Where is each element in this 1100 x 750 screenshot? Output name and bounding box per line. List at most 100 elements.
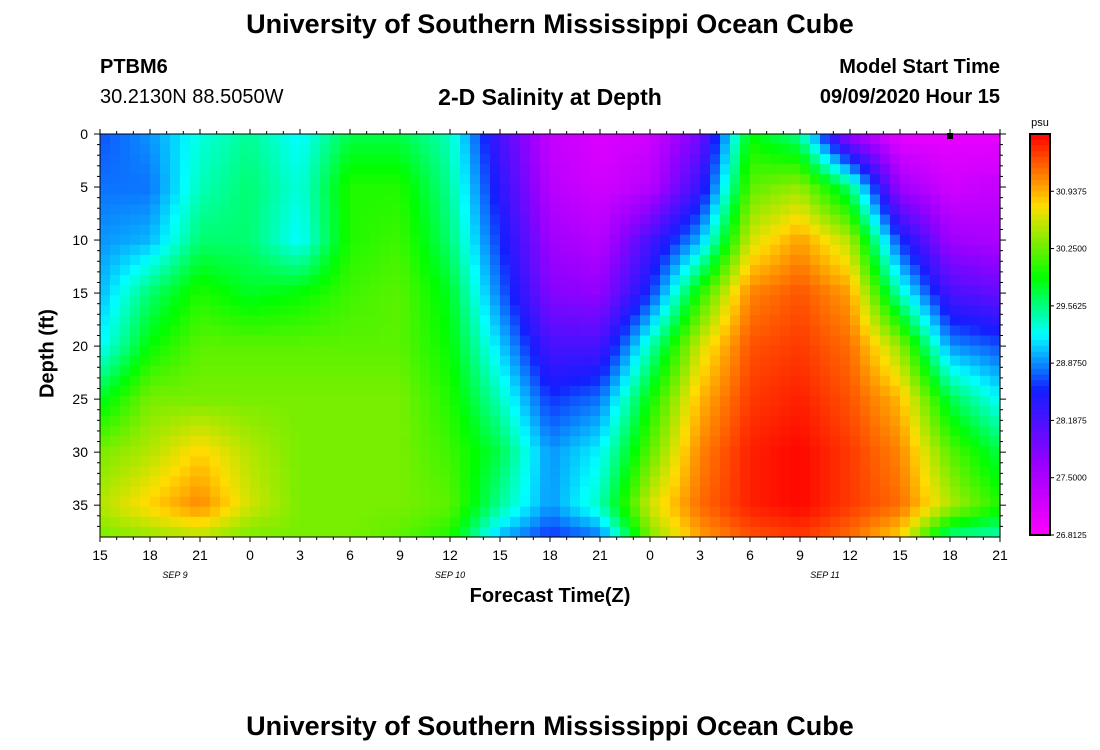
heatmap-cell [100,476,111,488]
heatmap-cell [930,234,941,246]
heatmap-cell [380,234,391,246]
heatmap-cell [400,295,411,306]
heatmap-cell [600,234,611,246]
heatmap-cell [130,446,141,457]
heatmap-cell [450,194,461,206]
heatmap-cell [300,305,311,316]
heatmap-cell [550,164,561,175]
heatmap-cell [110,335,121,347]
colorbar-swatch [1030,449,1050,456]
heatmap-cell [680,224,691,236]
heatmap-cell [350,244,361,256]
heatmap-cell [550,194,561,206]
heatmap-cell [760,275,771,286]
heatmap-cell [770,325,781,337]
heatmap-cell [390,345,401,357]
heatmap-cell [130,315,141,327]
heatmap-cell [710,174,721,185]
heatmap-cell [950,486,961,498]
heatmap-cell [410,496,421,508]
heatmap-cell [430,526,441,538]
heatmap-cell [700,375,711,387]
heatmap-cell [420,244,431,256]
heatmap-cell [700,466,711,478]
heatmap-cell [700,395,711,407]
heatmap-cell [780,436,791,447]
heatmap-cell [860,365,871,377]
heatmap-cell [960,486,971,498]
heatmap-cell [250,194,261,206]
heatmap-cell [490,154,501,165]
heatmap-cell [280,315,291,327]
heatmap-cell [240,244,251,256]
heatmap-cell [650,285,661,296]
heatmap-cell [670,295,681,306]
heatmap-cell [700,526,711,538]
heatmap-cell [770,254,781,266]
heatmap-cell [450,275,461,286]
heatmap-cell [230,134,241,145]
heatmap-cell [470,254,481,266]
heatmap-cell [690,365,701,377]
heatmap-cell [820,194,831,206]
heatmap-cell [930,305,941,316]
heatmap-cell [550,476,561,488]
heatmap-cell [180,214,191,226]
heatmap-cell [750,244,761,256]
heatmap-cell [840,406,851,417]
heatmap-cell [160,355,171,367]
heatmap-cell [880,506,891,518]
heatmap-cell [420,526,431,538]
heatmap-cell [680,496,691,508]
heatmap-cell [250,315,261,327]
heatmap-cell [570,446,581,457]
heatmap-cell [440,335,451,347]
heatmap-cell [720,154,731,165]
heatmap-cell [120,406,131,417]
heatmap-cell [680,275,691,286]
heatmap-cell [840,285,851,296]
heatmap-cell [640,254,651,266]
heatmap-cell [380,406,391,417]
heatmap-cell [980,526,991,538]
heatmap-cell [780,305,791,316]
heatmap-cell [560,406,571,417]
heatmap-cell [510,134,521,145]
heatmap-cell [110,375,121,387]
heatmap-cell [320,496,331,508]
heatmap-cell [360,526,371,538]
heatmap-cell [200,325,211,337]
heatmap-cell [770,456,781,468]
heatmap-cell [330,254,341,266]
heatmap-cell [110,426,121,437]
heatmap-cell [630,436,641,447]
heatmap-cell [690,184,701,196]
heatmap-cell [990,375,1001,387]
heatmap-cell [570,365,581,377]
heatmap-cell [280,526,291,538]
heatmap-cell [150,385,161,397]
heatmap-cell [980,345,991,357]
heatmap-cell [940,456,951,468]
heatmap-cell [750,436,761,447]
model-start-value: 09/09/2020 Hour 15 [819,86,1000,108]
heatmap-cell [950,506,961,518]
heatmap-cell [830,254,841,266]
heatmap-cell [870,154,881,165]
heatmap-cell [520,436,531,447]
x-tick-label: 18 [142,547,158,563]
heatmap-cell [720,345,731,357]
heatmap-cell [250,144,261,155]
heatmap-cell [160,275,171,286]
heatmap-cell [770,174,781,185]
heatmap-cell [190,285,201,296]
heatmap-cell [860,315,871,327]
heatmap-cell [270,184,281,196]
heatmap-cell [210,154,221,165]
heatmap-cell [820,385,831,397]
heatmap-cell [380,275,391,286]
heatmap-cell [360,244,371,256]
heatmap-cell [350,456,361,468]
heatmap-cell [460,244,471,256]
heatmap-cell [280,174,291,185]
